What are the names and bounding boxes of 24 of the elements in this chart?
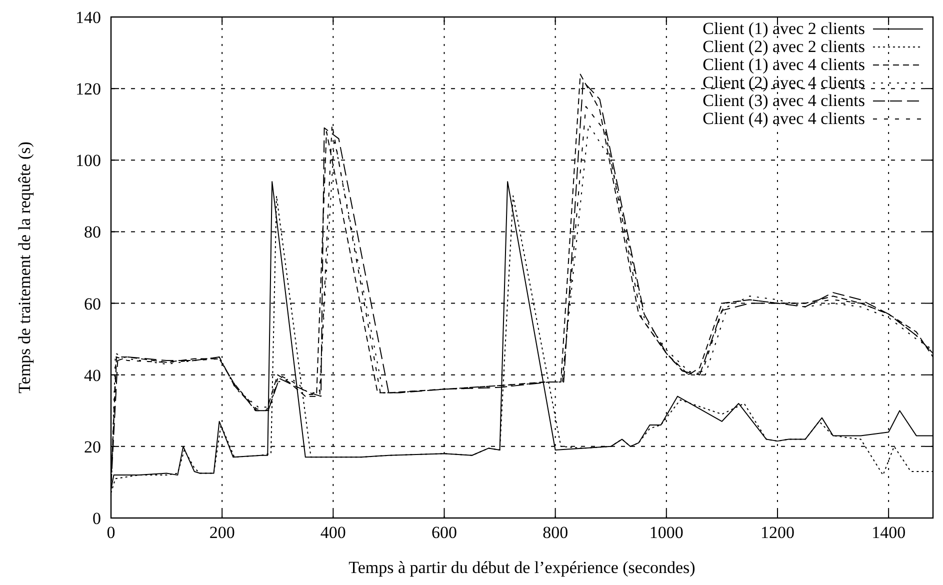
y-tick-label: 140 <box>76 8 101 27</box>
x-tick-label: 1400 <box>872 523 906 542</box>
x-tick-label: 200 <box>209 523 235 542</box>
x-tick-label: 600 <box>431 523 457 542</box>
y-tick-label: 40 <box>84 366 101 385</box>
legend-label: Client (1) avec 2 clients <box>702 19 865 38</box>
x-tick-label: 0 <box>106 523 116 542</box>
y-tick-label: 20 <box>84 437 101 456</box>
legend-label: Client (1) avec 4 clients <box>702 55 865 74</box>
x-tick-label: 800 <box>542 523 568 542</box>
legend-label: Client (3) avec 4 clients <box>702 91 865 110</box>
y-tick-label: 0 <box>92 509 101 528</box>
y-axis-title: Temps de traitement de la requête (s) <box>15 142 34 394</box>
x-tick-label: 1200 <box>760 523 794 542</box>
x-tick-label: 1000 <box>649 523 684 542</box>
y-tick-label: 120 <box>76 80 101 99</box>
legend-label: Client (2) avec 2 clients <box>702 37 865 56</box>
y-tick-label: 60 <box>84 294 101 314</box>
x-axis-title: Temps à partir du début de l’expérience (secondes) <box>348 558 696 577</box>
legend-label: Client (2) avec 4 clients <box>702 73 865 92</box>
y-tick-label: 100 <box>76 151 101 170</box>
y-tick-label: 80 <box>84 222 101 242</box>
x-tick-label: 400 <box>320 523 346 542</box>
legend-label: Client (4) avec 4 clients <box>702 109 865 128</box>
